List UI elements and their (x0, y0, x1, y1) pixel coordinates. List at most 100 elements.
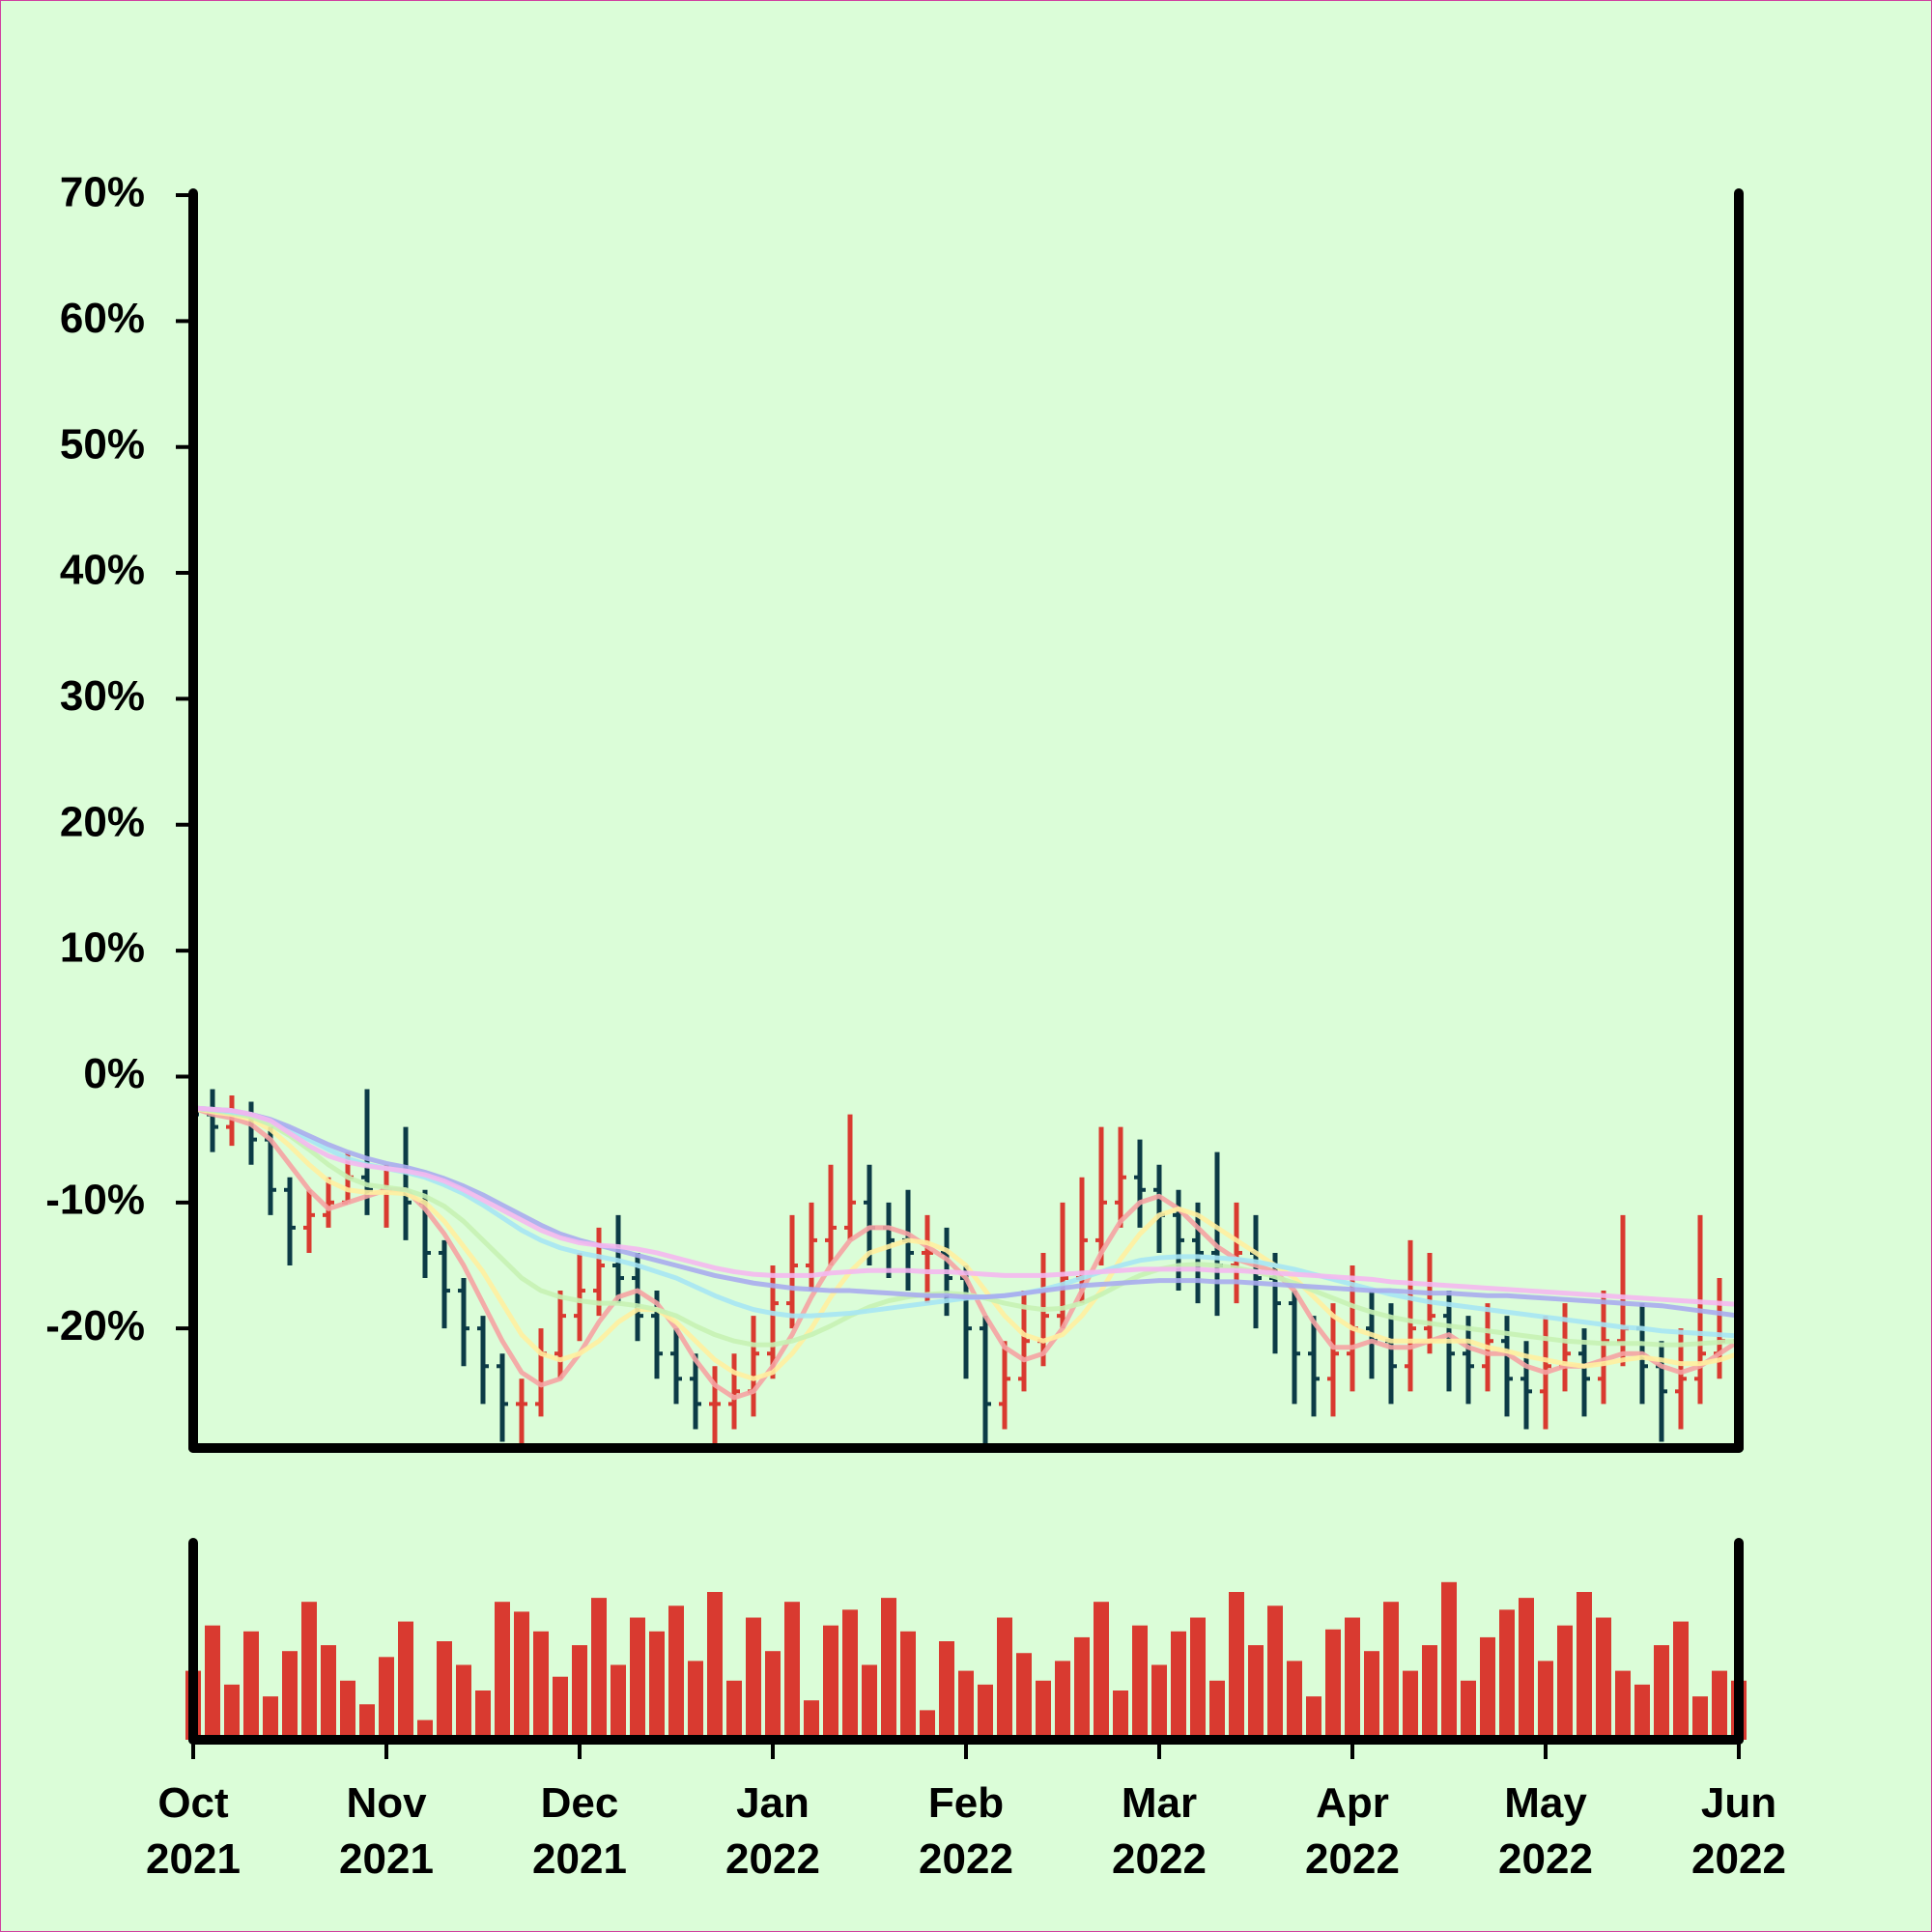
volume-bar (1171, 1631, 1186, 1740)
x-tick-label: Nov 2021 (339, 1779, 434, 1883)
volume-bar (997, 1617, 1012, 1740)
volume-bar (1074, 1636, 1090, 1740)
volume-bar (475, 1690, 491, 1740)
volume-bar (1209, 1680, 1225, 1740)
y-tick-label: 20% (60, 798, 145, 845)
volume-bar (958, 1670, 974, 1740)
y-tick-label: 40% (60, 547, 145, 594)
volume-bar (630, 1617, 645, 1740)
volume-bar (1036, 1680, 1051, 1740)
volume-bar (726, 1680, 742, 1740)
volume-bar (1654, 1645, 1669, 1740)
moving-average (193, 1105, 1739, 1319)
volume-bar (978, 1684, 993, 1740)
volume-bar (784, 1602, 800, 1740)
volume-bar (804, 1700, 819, 1740)
y-tick-label: 70% (60, 169, 145, 216)
volume-bar (1132, 1625, 1148, 1740)
volume-bar (1441, 1581, 1457, 1740)
volume-bar (1634, 1684, 1650, 1740)
volume-bar (1480, 1636, 1495, 1740)
x-tick-label: Apr 2022 (1305, 1779, 1400, 1883)
volume-bar (1577, 1592, 1592, 1740)
volume-bar (765, 1651, 781, 1740)
volume-bar (1229, 1592, 1244, 1740)
volume-bar (456, 1664, 471, 1740)
volume-bar (243, 1631, 259, 1740)
volume-bar (340, 1680, 355, 1740)
volume-bar (1461, 1680, 1476, 1740)
volume-bar (1055, 1661, 1070, 1740)
volume-bar (688, 1661, 703, 1740)
x-tick-label: Jun 2022 (1691, 1779, 1786, 1883)
x-tick-label: Oct 2021 (146, 1779, 241, 1883)
volume-bar (1364, 1651, 1379, 1740)
volume-bar (1615, 1670, 1631, 1740)
volume-bar (1325, 1629, 1341, 1740)
volume-bar (668, 1605, 684, 1740)
volume-bar (1422, 1645, 1437, 1740)
volume-bar (649, 1631, 665, 1740)
x-tick-label: Dec 2021 (532, 1779, 627, 1883)
volume-bar (881, 1598, 896, 1740)
volume-bar (514, 1611, 529, 1740)
volume-bar (1151, 1664, 1167, 1740)
x-tick-label: Jan 2022 (725, 1779, 820, 1883)
volume-bar (1306, 1696, 1321, 1740)
axes: -20% -10% 0% 10% 20% 30% 40% 50% 60% 70% (45, 169, 1744, 1759)
y-tick-label: 0% (83, 1050, 145, 1097)
volume-bar (1596, 1617, 1611, 1740)
volume-bar (263, 1696, 278, 1740)
volume-bar (920, 1710, 935, 1740)
volume-bar (1094, 1602, 1109, 1740)
volume-bar (1287, 1661, 1302, 1740)
volume-bar (224, 1684, 240, 1740)
volume-bar (1557, 1625, 1573, 1740)
volume-bar (359, 1704, 375, 1740)
volume-bar (1538, 1661, 1553, 1740)
volume-bar (611, 1664, 626, 1740)
y-tick-label: -10% (45, 1176, 145, 1223)
volume-bar (707, 1592, 723, 1740)
volume-bar (1519, 1598, 1534, 1740)
volume-bar (379, 1657, 394, 1740)
y-tick-label: 50% (60, 420, 145, 468)
moving-average (193, 1105, 1739, 1348)
moving-average (193, 1105, 1739, 1307)
volume-bar (746, 1617, 761, 1740)
volume-bar (591, 1598, 607, 1740)
volume-bar (823, 1625, 838, 1740)
moving-average (193, 1105, 1739, 1381)
volume-bar (900, 1631, 916, 1740)
volume-bar (533, 1631, 549, 1740)
volume-bar (862, 1664, 877, 1740)
volume-bar (1712, 1670, 1727, 1740)
volume-bar (939, 1641, 954, 1740)
moving-average (193, 1105, 1739, 1401)
y-tick-label: 30% (60, 672, 145, 720)
y-tick-label: 60% (60, 295, 145, 342)
volume-bar (1113, 1690, 1128, 1740)
volume-panel (185, 1581, 1747, 1740)
volume-bar (553, 1676, 568, 1740)
volume-bar (1345, 1617, 1360, 1740)
volume-bar (398, 1621, 413, 1740)
volume-bar (301, 1602, 317, 1740)
volume-bar (1499, 1609, 1515, 1740)
volume-bar (1403, 1670, 1418, 1740)
volume-bar (842, 1609, 858, 1740)
volume-bar (495, 1602, 510, 1740)
volume-bar (1383, 1602, 1399, 1740)
volume-bar (1016, 1653, 1032, 1740)
volume-bar (1267, 1605, 1283, 1740)
y-tick-label: -20% (45, 1302, 145, 1350)
x-tick-label: May 2022 (1498, 1779, 1593, 1883)
volume-bar (1248, 1645, 1264, 1740)
volume-bar (437, 1641, 452, 1740)
volume-bar (282, 1651, 298, 1740)
volume-bar (205, 1625, 220, 1740)
volume-bar (1692, 1696, 1708, 1740)
y-tick-label: 10% (60, 924, 145, 972)
volume-bar (321, 1645, 336, 1740)
